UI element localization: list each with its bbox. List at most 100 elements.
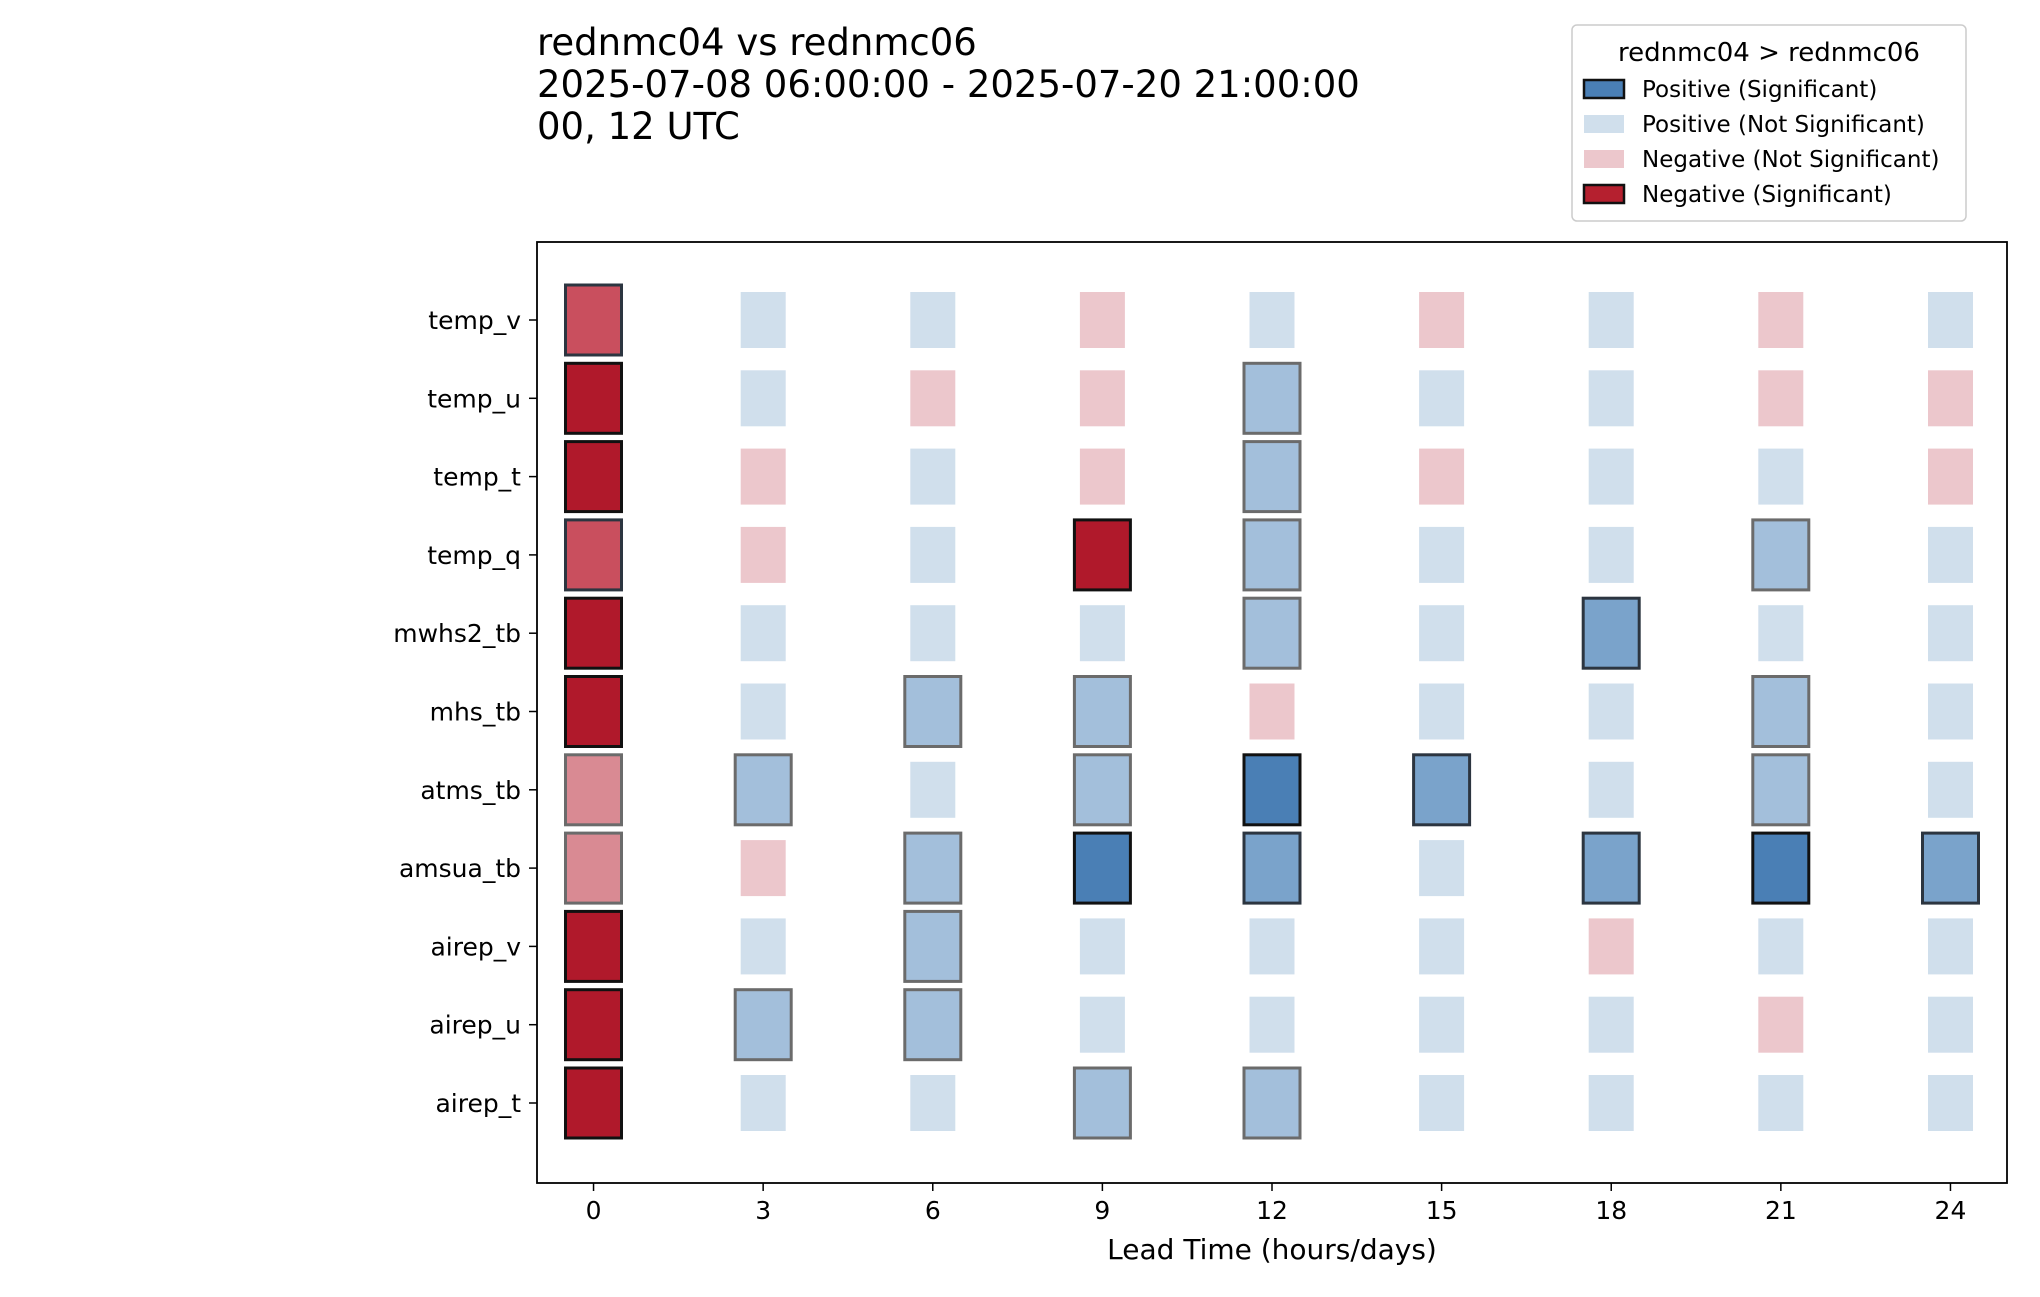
heatmap-cell-airep_v-3: [740, 918, 786, 975]
heatmap-cell-amsua_tb-21: [1751, 831, 1811, 905]
x-tick-label-21: 21: [1765, 1196, 1797, 1225]
heatmap-cell-mwhs2_tb-3: [740, 605, 786, 662]
title-line-1: rednmc04 vs rednmc06: [537, 21, 977, 64]
heatmap-cell-mwhs2_tb-15: [1419, 605, 1465, 662]
heatmap-cell-atms_tb-6: [910, 761, 956, 818]
heatmap-cell-temp_q-18: [1588, 526, 1634, 583]
heatmap-cells: [564, 283, 1980, 1140]
legend-label-3: Negative (Not Significant): [1642, 147, 1939, 173]
heatmap-cell-airep_u-9: [1079, 996, 1125, 1053]
heatmap-cell-amsua_tb-24: [1921, 831, 1980, 905]
heatmap-cell-airep_v-12: [1249, 918, 1295, 975]
heatmap-cell-mhs_tb-6: [903, 675, 963, 748]
heatmap-cell-mwhs2_tb-12: [1242, 596, 1302, 670]
heatmap-cell-mhs_tb-18: [1588, 683, 1634, 740]
y-tick-label-airep_t: airep_t: [435, 1089, 521, 1118]
heatmap-cell-temp_q-12: [1242, 518, 1302, 592]
heatmap-cell-temp_u-21: [1758, 370, 1804, 427]
legend-box: [1571, 24, 1967, 222]
heatmap-cell-mwhs2_tb-18: [1581, 596, 1641, 670]
heatmap-cell-airep_u-0: [564, 988, 623, 1062]
heatmap-cell-airep_t-15: [1419, 1075, 1465, 1131]
y-tick-label-airep_v: airep_v: [430, 932, 521, 961]
heatmap-cell-mwhs2_tb-21: [1758, 605, 1804, 662]
legend-swatch-1: [1582, 78, 1626, 100]
y-tick-label-temp_q: temp_q: [427, 541, 521, 570]
heatmap-cell-mhs_tb-3: [740, 683, 786, 740]
heatmap-cell-temp_q-0: [564, 518, 623, 592]
x-tick-label-3: 3: [755, 1196, 771, 1225]
heatmap-cell-temp_t-0: [564, 440, 623, 514]
x-tick-label-0: 0: [586, 1196, 602, 1225]
legend: rednmc04 > rednmc06 Positive (Significan…: [1571, 24, 1967, 222]
x-axis-label: Lead Time (hours/days): [1107, 1233, 1437, 1266]
heatmap-cell-airep_t-21: [1758, 1075, 1804, 1131]
y-tick-label-amsua_tb: amsua_tb: [399, 854, 521, 883]
heatmap-cell-temp_u-18: [1588, 370, 1634, 427]
heatmap-cell-atms_tb-0: [564, 753, 623, 827]
heatmap-cell-airep_u-12: [1249, 996, 1295, 1053]
heatmap-cell-atms_tb-15: [1412, 753, 1472, 827]
heatmap-cell-temp_v-3: [740, 292, 786, 348]
heatmap-cell-temp_q-9: [1072, 518, 1132, 592]
heatmap-cell-amsua_tb-0: [564, 831, 623, 905]
heatmap-cell-airep_u-6: [903, 988, 963, 1062]
x-tick-label-6: 6: [925, 1196, 941, 1225]
heatmap-cell-mhs_tb-15: [1419, 683, 1465, 740]
heatmap-cell-atms_tb-9: [1072, 753, 1132, 827]
legend-swatch-2: [1584, 115, 1624, 133]
heatmap-cell-airep_t-18: [1588, 1075, 1634, 1131]
heatmap-cell-temp_q-3: [740, 526, 786, 583]
legend-label-1: Positive (Significant): [1642, 77, 1877, 103]
y-axis-ticks: temp_v temp_u temp_t temp_q mwhs2_tb mhs_tbat…: [393, 306, 537, 1118]
heatmap-cell-airep_v-15: [1419, 918, 1465, 975]
heatmap-cell-airep_u-21: [1758, 996, 1804, 1053]
heatmap-cell-airep_u-3: [733, 988, 793, 1062]
legend-entries: Positive (Significant) Positive (Not Sign…: [1582, 77, 1939, 208]
heatmap-cell-temp_v-24: [1928, 292, 1973, 348]
heatmap-cell-mhs_tb-24: [1928, 683, 1973, 740]
heatmap-cell-amsua_tb-6: [903, 831, 963, 905]
heatmap-cell-airep_v-18: [1588, 918, 1634, 975]
y-tick-label-temp_v: temp_v: [428, 306, 521, 335]
heatmap-cell-mwhs2_tb-24: [1928, 605, 1973, 662]
heatmap-cell-airep_v-6: [903, 909, 963, 983]
x-tick-label-12: 12: [1256, 1196, 1288, 1225]
heatmap-cell-temp_q-15: [1419, 526, 1465, 583]
heatmap-cell-mwhs2_tb-0: [564, 596, 623, 670]
y-tick-label-temp_u: temp_u: [427, 384, 521, 413]
heatmap-cell-atms_tb-3: [733, 753, 793, 827]
heatmap-cell-atms_tb-12: [1242, 753, 1302, 827]
heatmap-cell-airep_u-15: [1419, 996, 1465, 1053]
heatmap-cell-airep_t-3: [740, 1075, 786, 1131]
legend-label-2: Positive (Not Significant): [1642, 112, 1925, 138]
heatmap-cell-atms_tb-24: [1928, 761, 1973, 818]
heatmap-cell-airep_v-9: [1079, 918, 1125, 975]
heatmap-cell-amsua_tb-18: [1581, 831, 1641, 905]
heatmap-cell-mhs_tb-0: [564, 675, 623, 748]
x-tick-label-24: 24: [1935, 1196, 1967, 1225]
heatmap-cell-amsua_tb-15: [1419, 840, 1465, 897]
heatmap-cell-atms_tb-21: [1751, 753, 1811, 827]
heatmap-cell-temp_t-18: [1588, 448, 1634, 505]
y-tick-label-mwhs2_tb: mwhs2_tb: [393, 619, 521, 648]
x-tick-label-18: 18: [1595, 1196, 1627, 1225]
heatmap-cell-temp_t-21: [1758, 448, 1804, 505]
legend-swatch-3: [1584, 150, 1624, 168]
heatmap-cell-temp_t-24: [1928, 448, 1973, 505]
heatmap-cell-temp_v-6: [910, 292, 956, 348]
heatmap-cell-airep_u-18: [1588, 996, 1634, 1053]
heatmap-cell-temp_u-15: [1419, 370, 1465, 427]
heatmap-cell-temp_t-6: [910, 448, 956, 505]
heatmap-cell-airep_t-12: [1242, 1066, 1302, 1140]
legend-title: rednmc04 > rednmc06: [1618, 38, 1920, 68]
heatmap-cell-temp_q-24: [1928, 526, 1973, 583]
heatmap-cell-temp_t-12: [1242, 440, 1302, 514]
heatmap-cell-atms_tb-18: [1588, 761, 1634, 818]
heatmap-cell-mwhs2_tb-6: [910, 605, 956, 662]
heatmap-cell-airep_t-0: [564, 1066, 623, 1140]
heatmap-cell-temp_v-12: [1249, 292, 1295, 348]
heatmap-cell-airep_t-24: [1928, 1075, 1973, 1131]
y-tick-label-mhs_tb: mhs_tb: [430, 698, 521, 727]
